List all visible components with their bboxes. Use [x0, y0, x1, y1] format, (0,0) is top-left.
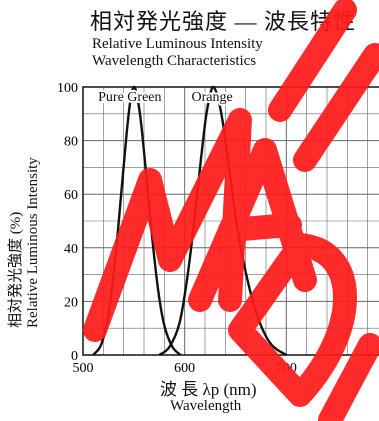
chart-title-english: Relative Luminous Intensity Wavelength C… — [92, 36, 263, 70]
x-axis-label-english: Wavelength — [170, 398, 242, 414]
y-tick-label: 60 — [64, 188, 78, 203]
y-tick-label: 100 — [57, 81, 78, 96]
y-tick-label: 20 — [64, 295, 78, 310]
series-label: Orange — [192, 90, 233, 105]
series-label: Pure Green — [98, 90, 161, 105]
x-tick-label: 600 — [174, 361, 195, 376]
x-axis-label-japanese: 波 長 λp (nm) — [160, 380, 257, 399]
title-english-line-2: Wavelength Characteristics — [92, 53, 257, 69]
x-tick-label: 700 — [276, 361, 297, 376]
y-tick-label: 80 — [64, 135, 78, 150]
x-tick-label: 500 — [73, 361, 94, 376]
y-tick-label: 0 — [71, 349, 78, 364]
y-tick-label: 40 — [64, 242, 78, 257]
title-english-line-1: Relative Luminous Intensity — [92, 36, 263, 52]
